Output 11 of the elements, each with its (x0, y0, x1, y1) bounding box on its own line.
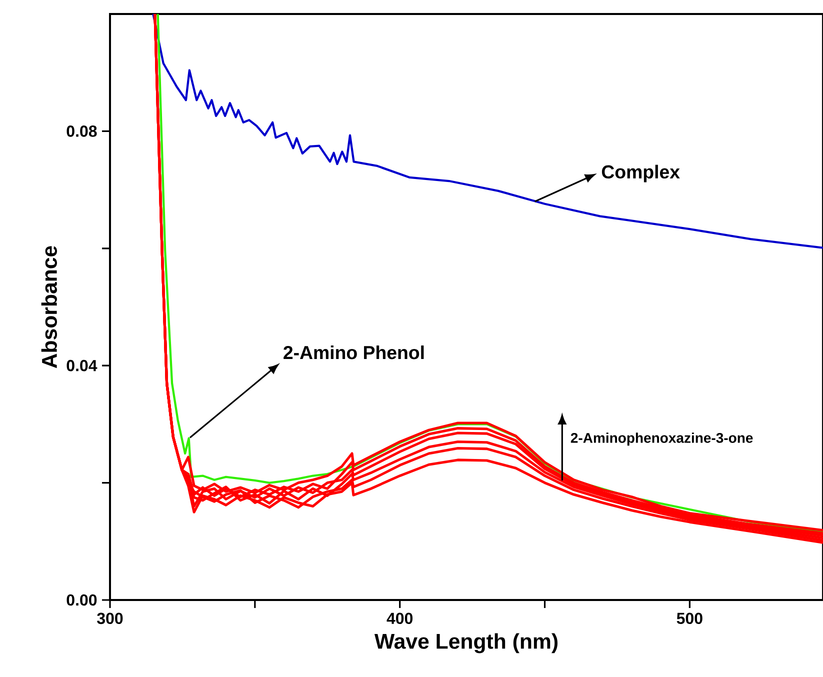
x-tick-label: 300 (97, 612, 123, 624)
x-axis-title: Wave Length (nm) (374, 633, 558, 654)
x-tick-label: 500 (676, 612, 702, 624)
y-axis-title: Absorbance (41, 246, 57, 368)
annotation: 2-Amino Phenol (284, 345, 424, 360)
y-tick-label: 0.04 (66, 360, 98, 372)
annotation: 2-Aminophenoxazine-3-one (570, 432, 753, 446)
x-tick-label: 400 (386, 612, 413, 624)
y-tick-label: 0.00 (66, 594, 97, 606)
y-tick-label: 0.08 (66, 126, 97, 137)
annotation: Complex (602, 164, 680, 182)
